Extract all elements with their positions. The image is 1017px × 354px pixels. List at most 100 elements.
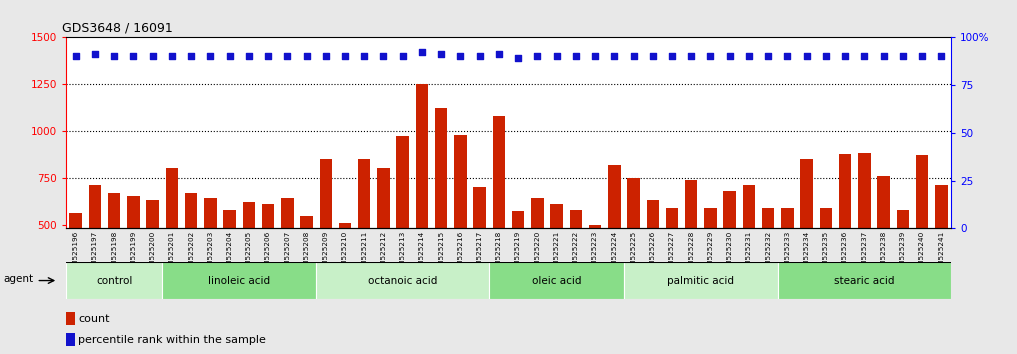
- Bar: [88, 185, 102, 318]
- Bar: [319, 159, 332, 318]
- Bar: [261, 204, 275, 318]
- Bar: [839, 154, 851, 318]
- Bar: [704, 208, 717, 318]
- Point: [125, 53, 141, 59]
- Point: [760, 53, 776, 59]
- Bar: [163, 262, 316, 299]
- Bar: [489, 262, 623, 299]
- Point: [876, 53, 892, 59]
- Text: count: count: [78, 314, 110, 324]
- Point: [837, 53, 853, 59]
- Bar: [435, 108, 447, 318]
- Point: [86, 52, 103, 57]
- Point: [548, 53, 564, 59]
- Bar: [185, 193, 197, 318]
- Point: [664, 53, 680, 59]
- Bar: [108, 193, 120, 318]
- Bar: [781, 208, 793, 318]
- Point: [740, 53, 757, 59]
- Bar: [473, 187, 486, 318]
- Bar: [377, 169, 390, 318]
- Point: [914, 53, 931, 59]
- Point: [260, 53, 277, 59]
- Bar: [800, 159, 813, 318]
- Point: [317, 53, 334, 59]
- Point: [606, 53, 622, 59]
- Text: GDS3648 / 16091: GDS3648 / 16091: [62, 22, 173, 35]
- Bar: [339, 223, 351, 318]
- Point: [856, 53, 873, 59]
- Text: octanoic acid: octanoic acid: [368, 275, 437, 286]
- Point: [818, 53, 834, 59]
- Bar: [66, 262, 163, 299]
- Bar: [281, 198, 294, 318]
- Bar: [204, 198, 217, 318]
- Point: [67, 53, 83, 59]
- Point: [106, 53, 122, 59]
- Bar: [243, 202, 255, 318]
- Point: [279, 53, 296, 59]
- Bar: [762, 208, 774, 318]
- Text: linoleic acid: linoleic acid: [208, 275, 271, 286]
- Bar: [608, 165, 620, 318]
- Text: stearic acid: stearic acid: [834, 275, 895, 286]
- Bar: [623, 262, 778, 299]
- Point: [395, 53, 411, 59]
- Bar: [647, 200, 659, 318]
- Bar: [685, 179, 698, 318]
- Text: control: control: [96, 275, 132, 286]
- Bar: [146, 200, 159, 318]
- Point: [356, 53, 372, 59]
- Bar: [915, 155, 929, 318]
- Bar: [820, 208, 832, 318]
- Point: [453, 53, 469, 59]
- Bar: [66, 333, 75, 346]
- Text: palmitic acid: palmitic acid: [667, 275, 734, 286]
- Bar: [589, 224, 601, 318]
- Bar: [723, 191, 736, 318]
- Point: [433, 52, 450, 57]
- Point: [567, 53, 584, 59]
- Bar: [66, 312, 75, 325]
- Point: [375, 53, 392, 59]
- Bar: [512, 211, 525, 318]
- Point: [144, 53, 161, 59]
- Point: [703, 53, 719, 59]
- Bar: [627, 178, 640, 318]
- Point: [645, 53, 661, 59]
- Point: [472, 53, 488, 59]
- Bar: [397, 137, 409, 318]
- Bar: [570, 210, 582, 318]
- Bar: [897, 210, 909, 318]
- Bar: [935, 185, 948, 318]
- Bar: [550, 204, 562, 318]
- Bar: [878, 176, 890, 318]
- Point: [510, 55, 526, 61]
- Bar: [455, 135, 467, 318]
- Bar: [224, 210, 236, 318]
- Bar: [166, 169, 178, 318]
- Point: [241, 53, 257, 59]
- Point: [183, 53, 199, 59]
- Bar: [492, 116, 505, 318]
- Bar: [666, 208, 678, 318]
- Bar: [69, 213, 82, 318]
- Point: [934, 53, 950, 59]
- Point: [337, 53, 353, 59]
- Point: [587, 53, 603, 59]
- Point: [895, 53, 911, 59]
- Bar: [531, 198, 544, 318]
- Point: [414, 50, 430, 55]
- Point: [722, 53, 738, 59]
- Point: [491, 52, 507, 57]
- Bar: [778, 262, 951, 299]
- Point: [222, 53, 238, 59]
- Point: [164, 53, 180, 59]
- Bar: [416, 84, 428, 318]
- Bar: [742, 185, 756, 318]
- Bar: [358, 159, 370, 318]
- Bar: [300, 216, 313, 318]
- Bar: [127, 196, 139, 318]
- Text: oleic acid: oleic acid: [532, 275, 582, 286]
- Point: [798, 53, 815, 59]
